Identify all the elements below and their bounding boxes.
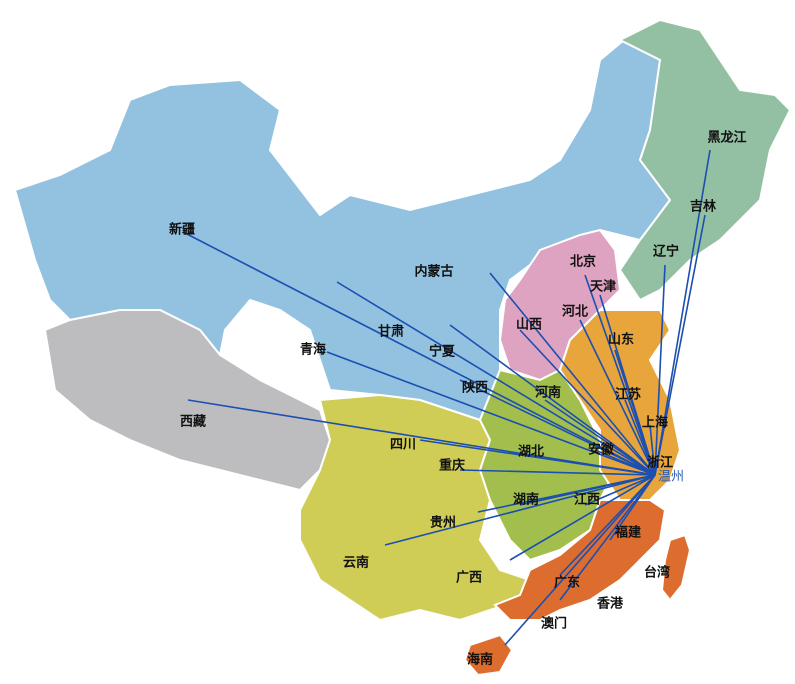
region-label: 浙江 [647, 455, 673, 471]
connection-line [544, 399, 656, 476]
connection-line [654, 214, 706, 476]
region-hainan [463, 633, 514, 677]
hub-label: 温州 [658, 470, 684, 485]
connection-line [559, 474, 656, 576]
connection-lines [182, 149, 711, 646]
connection-line [504, 474, 656, 646]
connection-line [459, 379, 656, 476]
connection-line [584, 474, 656, 506]
region-label: 北京 [570, 254, 596, 270]
region-label: 广东 [554, 575, 580, 591]
region-label: 贵州 [430, 515, 456, 531]
region-label: 青海 [300, 342, 326, 358]
region-tibet [43, 309, 332, 492]
region-label: 内蒙古 [414, 264, 453, 280]
region-label: 香港 [596, 596, 624, 612]
region-label: 陕西 [462, 380, 488, 396]
connection-line [519, 329, 656, 476]
region-label: 辽宁 [653, 244, 679, 260]
connection-line [489, 272, 656, 476]
connection-line [419, 439, 656, 476]
region-label: 江西 [574, 492, 600, 508]
region-label: 上海 [642, 415, 668, 431]
region-label: 福建 [614, 525, 641, 541]
connection-line [477, 474, 656, 513]
region-label: 河南 [535, 385, 561, 401]
region-label: 河北 [562, 304, 588, 320]
region-label: 天津 [590, 279, 616, 295]
connection-line [459, 469, 656, 476]
region-label: 江苏 [615, 387, 641, 403]
connection-line [559, 474, 656, 601]
connection-line [624, 399, 656, 476]
connection-line [654, 149, 711, 476]
region-label: 甘肃 [378, 324, 404, 340]
region-label: 澳门 [541, 616, 567, 632]
connection-line [449, 324, 656, 476]
region-label: 广西 [456, 570, 482, 586]
region-label: 山西 [516, 317, 542, 333]
region-label: 海南 [467, 652, 493, 668]
region-label: 新疆 [169, 222, 195, 238]
connection-line [614, 349, 656, 476]
region-label: 湖南 [513, 492, 539, 508]
connection-line [384, 474, 656, 546]
region-label: 安徽 [588, 442, 615, 458]
connection-line [182, 231, 656, 476]
region-label: 山东 [608, 332, 634, 348]
connection-line [649, 424, 656, 476]
region-northeast [617, 18, 792, 302]
connection-line [654, 264, 666, 476]
connection-line [326, 351, 656, 476]
region-label: 西藏 [180, 414, 206, 430]
provinces [13, 18, 792, 677]
connection-line [579, 319, 656, 476]
region-label: 吉林 [690, 199, 716, 215]
region-label: 四川 [390, 438, 416, 453]
region-taiwan [660, 533, 692, 602]
connection-line [594, 449, 656, 476]
connection-line [584, 274, 656, 476]
region-label: 台湾 [644, 565, 670, 581]
connection-line [336, 281, 656, 476]
region-label: 宁夏 [429, 344, 456, 360]
region-label: 黑龙江 [707, 130, 746, 146]
region-label: 重庆 [439, 458, 465, 474]
connection-line [509, 474, 656, 561]
region-label: 云南 [343, 555, 369, 571]
region-label: 湖北 [518, 445, 544, 460]
